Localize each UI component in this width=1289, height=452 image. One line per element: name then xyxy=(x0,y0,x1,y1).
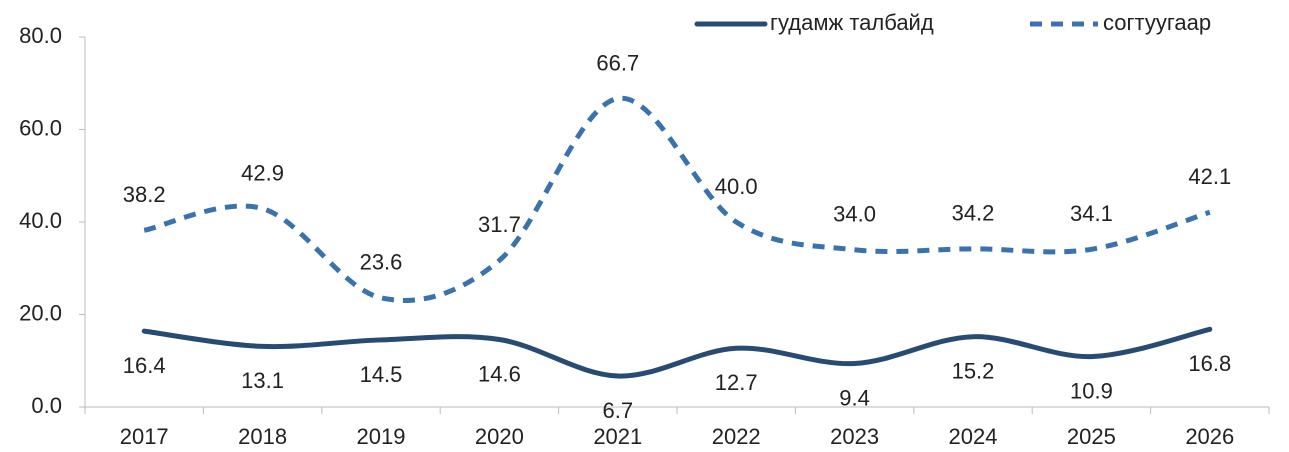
legend-label: гудамж талбайд xyxy=(770,10,934,35)
y-tick-label: 20.0 xyxy=(19,300,62,325)
data-label: 40.0 xyxy=(715,174,758,199)
x-tick-label: 2024 xyxy=(949,424,998,449)
data-label: 34.2 xyxy=(952,201,995,226)
x-tick-label: 2018 xyxy=(238,424,287,449)
y-tick-label: 60.0 xyxy=(19,115,62,140)
data-label: 38.2 xyxy=(123,182,166,207)
data-label: 34.0 xyxy=(833,202,876,227)
data-label: 14.5 xyxy=(360,362,403,387)
x-tick-label: 2023 xyxy=(830,424,879,449)
data-label: 9.4 xyxy=(839,385,870,410)
data-label: 14.6 xyxy=(478,361,521,386)
data-label: 66.7 xyxy=(596,50,639,75)
series-line xyxy=(141,326,1213,379)
x-tick-label: 2017 xyxy=(120,424,169,449)
series-line xyxy=(143,95,1211,303)
y-tick-label: 40.0 xyxy=(19,208,62,233)
data-label: 10.9 xyxy=(1070,378,1113,403)
y-tick-label: 80.0 xyxy=(19,23,62,48)
x-tick-label: 2022 xyxy=(712,424,761,449)
data-label: 31.7 xyxy=(478,212,521,237)
x-tick-label: 2026 xyxy=(1185,424,1234,449)
data-label: 15.2 xyxy=(952,359,995,384)
data-label: 16.4 xyxy=(123,353,166,378)
data-label: 34.1 xyxy=(1070,201,1113,226)
data-label: 42.9 xyxy=(241,160,284,185)
x-tick-label: 2019 xyxy=(357,424,406,449)
data-label: 42.1 xyxy=(1188,164,1231,189)
legend-label: согтуугаар xyxy=(1103,10,1211,35)
data-label: 16.8 xyxy=(1188,351,1231,376)
x-tick-label: 2020 xyxy=(475,424,524,449)
data-label: 12.7 xyxy=(715,370,758,395)
data-label: 23.6 xyxy=(360,250,403,275)
x-tick-label: 2021 xyxy=(593,424,642,449)
x-tick-label: 2025 xyxy=(1067,424,1116,449)
data-label: 6.7 xyxy=(603,398,634,423)
data-label: 13.1 xyxy=(241,368,284,393)
y-tick-label: 0.0 xyxy=(31,393,62,418)
